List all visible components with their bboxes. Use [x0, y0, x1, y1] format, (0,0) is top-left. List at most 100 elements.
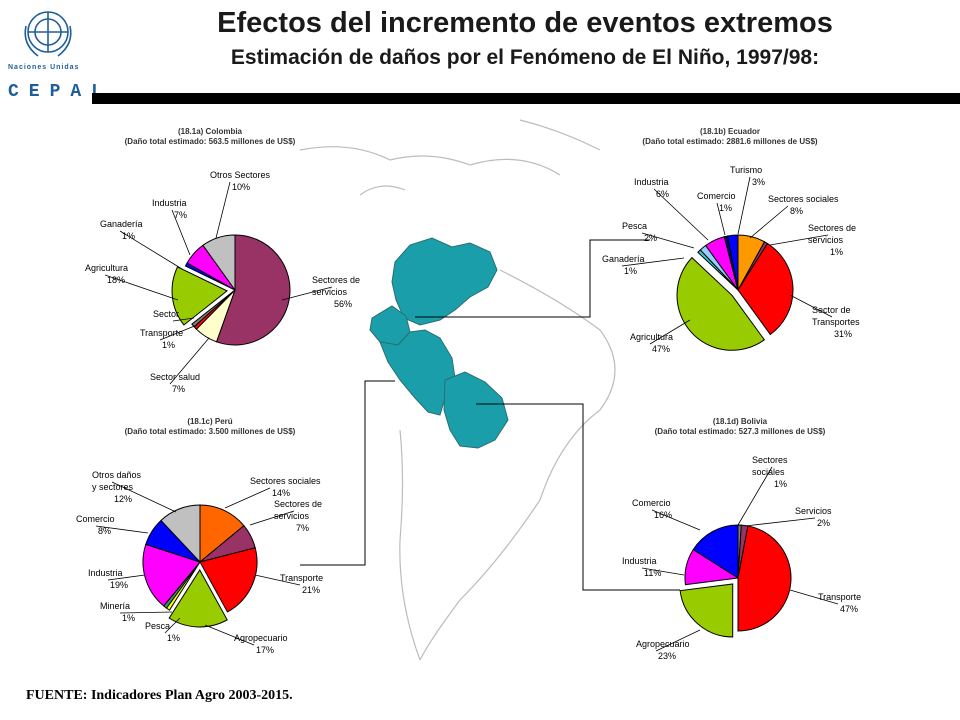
leader-line — [769, 234, 829, 246]
pie-slice — [737, 525, 792, 632]
pie-chart-3: (18.1c) Perú(Daño total estimado: 3.500 … — [76, 417, 323, 655]
slice-label: Servicios — [795, 506, 832, 516]
pie-slice — [737, 242, 794, 336]
slice-label: y sectores — [92, 482, 134, 492]
slice-percent: 47% — [840, 604, 858, 614]
title-rule — [92, 93, 960, 104]
un-emblem-icon — [24, 11, 72, 57]
slice-label: Sectores de — [312, 275, 360, 285]
cepal-logo — [24, 11, 72, 57]
pie-slice — [202, 234, 236, 292]
slice-label: Sector salud — [150, 372, 200, 382]
slice-label: Transportes — [812, 317, 860, 327]
leader-line — [95, 525, 149, 534]
leader-line — [737, 176, 751, 235]
leader-line — [737, 466, 773, 526]
slice-percent: 1% — [719, 203, 732, 213]
slice-label: Transporte — [140, 328, 183, 338]
org-acronym: CEPAL — [8, 82, 113, 102]
leader-line — [215, 181, 231, 239]
leader-line — [641, 232, 695, 249]
slice-label: Transporte — [280, 573, 323, 583]
slice-label: servicios — [274, 511, 310, 521]
org-name: Naciones Unidas — [8, 64, 80, 71]
pie-slice — [679, 583, 734, 638]
slice-label: Industria — [88, 568, 123, 578]
chart-subtitle: (Daño total estimado: 2881.6 millones de… — [642, 137, 817, 146]
leader-line — [204, 624, 255, 646]
slice-label: Agricultura — [630, 332, 673, 342]
leader-line — [641, 567, 685, 576]
slice-percent: 3% — [752, 177, 765, 187]
slice-percent: 21% — [302, 585, 320, 595]
pie-slice — [692, 524, 739, 579]
page-title: Efectos del incremento de eventos extrem… — [217, 7, 833, 39]
leader-line — [254, 574, 301, 586]
leader-line — [789, 589, 839, 605]
slice-percent: 19% — [110, 580, 128, 590]
slice-percent: 47% — [652, 344, 670, 354]
slice-label: Otros Sectores — [210, 170, 271, 180]
slice-label: Agropecuario — [636, 639, 690, 649]
leader-line — [171, 209, 191, 256]
map-countries — [369, 237, 509, 449]
leader-line — [621, 257, 685, 267]
slice-label: Otros daños — [92, 470, 142, 480]
slice-percent: 17% — [256, 645, 274, 655]
slice-label: Ganadería — [100, 219, 143, 229]
slice-label: Comercio — [76, 514, 115, 524]
leader-lines — [300, 239, 680, 591]
slice-percent: 8% — [98, 526, 111, 536]
chart-title: (18.1a) Colombia — [178, 127, 243, 136]
chart-title: (18.1c) Perú — [187, 417, 232, 426]
pie-slice — [171, 266, 228, 326]
leader-line — [749, 205, 789, 239]
slice-label: Sectores sociales — [768, 194, 839, 204]
slice-percent: 31% — [834, 329, 852, 339]
pie-chart-4: (18.1d) Bolivia(Daño total estimado: 527… — [622, 417, 861, 661]
slice-label: Ganadería — [602, 254, 645, 264]
slice-label: Sectores de — [274, 499, 322, 509]
leader-line — [249, 510, 295, 526]
slice-percent: 7% — [296, 523, 309, 533]
slice-label: Sector de — [812, 305, 851, 315]
pie-slice — [160, 504, 201, 564]
leader-line — [107, 574, 146, 581]
slice-percent: 1% — [162, 340, 175, 350]
slice-percent: 1% — [122, 613, 135, 623]
leader-line — [281, 286, 333, 301]
leader-line — [789, 294, 833, 318]
leader-line — [649, 319, 691, 345]
slice-label: Comercio — [632, 498, 671, 508]
slice-label: Sectores — [752, 455, 788, 465]
pie-slice — [191, 289, 236, 328]
pie-chart-1: (18.1a) Colombia(Daño total estimado: 56… — [85, 127, 360, 394]
slice-label: Industria — [622, 556, 657, 566]
slice-percent: 1% — [122, 231, 135, 241]
pie-slice — [199, 547, 258, 613]
leader-line — [104, 274, 179, 301]
continent-outline — [299, 119, 616, 661]
slice-label: Comercio — [697, 191, 736, 201]
chart-subtitle: (Daño total estimado: 3.500 millones de … — [125, 427, 296, 436]
slice-percent: 1% — [774, 479, 787, 489]
leader-line — [159, 324, 198, 341]
slice-label: Sectores sociales — [250, 476, 321, 486]
slice-label: sociales — [752, 467, 785, 477]
slice-label: Sectores de — [808, 223, 856, 233]
leader-line — [655, 629, 701, 652]
slice-percent: 16% — [654, 510, 672, 520]
slice-label: Pesca — [145, 621, 170, 631]
slice-percent: 23% — [658, 651, 676, 661]
leader-line — [744, 517, 816, 527]
slice-label: Minería — [100, 601, 130, 611]
leader-line — [111, 481, 177, 513]
slice-label: servicios — [312, 287, 348, 297]
slice-percent: 2% — [644, 233, 657, 243]
slice-percent: 56% — [334, 299, 352, 309]
slice-percent: 1% — [624, 266, 637, 276]
leader-line — [653, 188, 709, 241]
chart-subtitle: (Daño total estimado: 563.5 millones de … — [125, 137, 296, 146]
slice-label: Pesca — [622, 221, 647, 231]
